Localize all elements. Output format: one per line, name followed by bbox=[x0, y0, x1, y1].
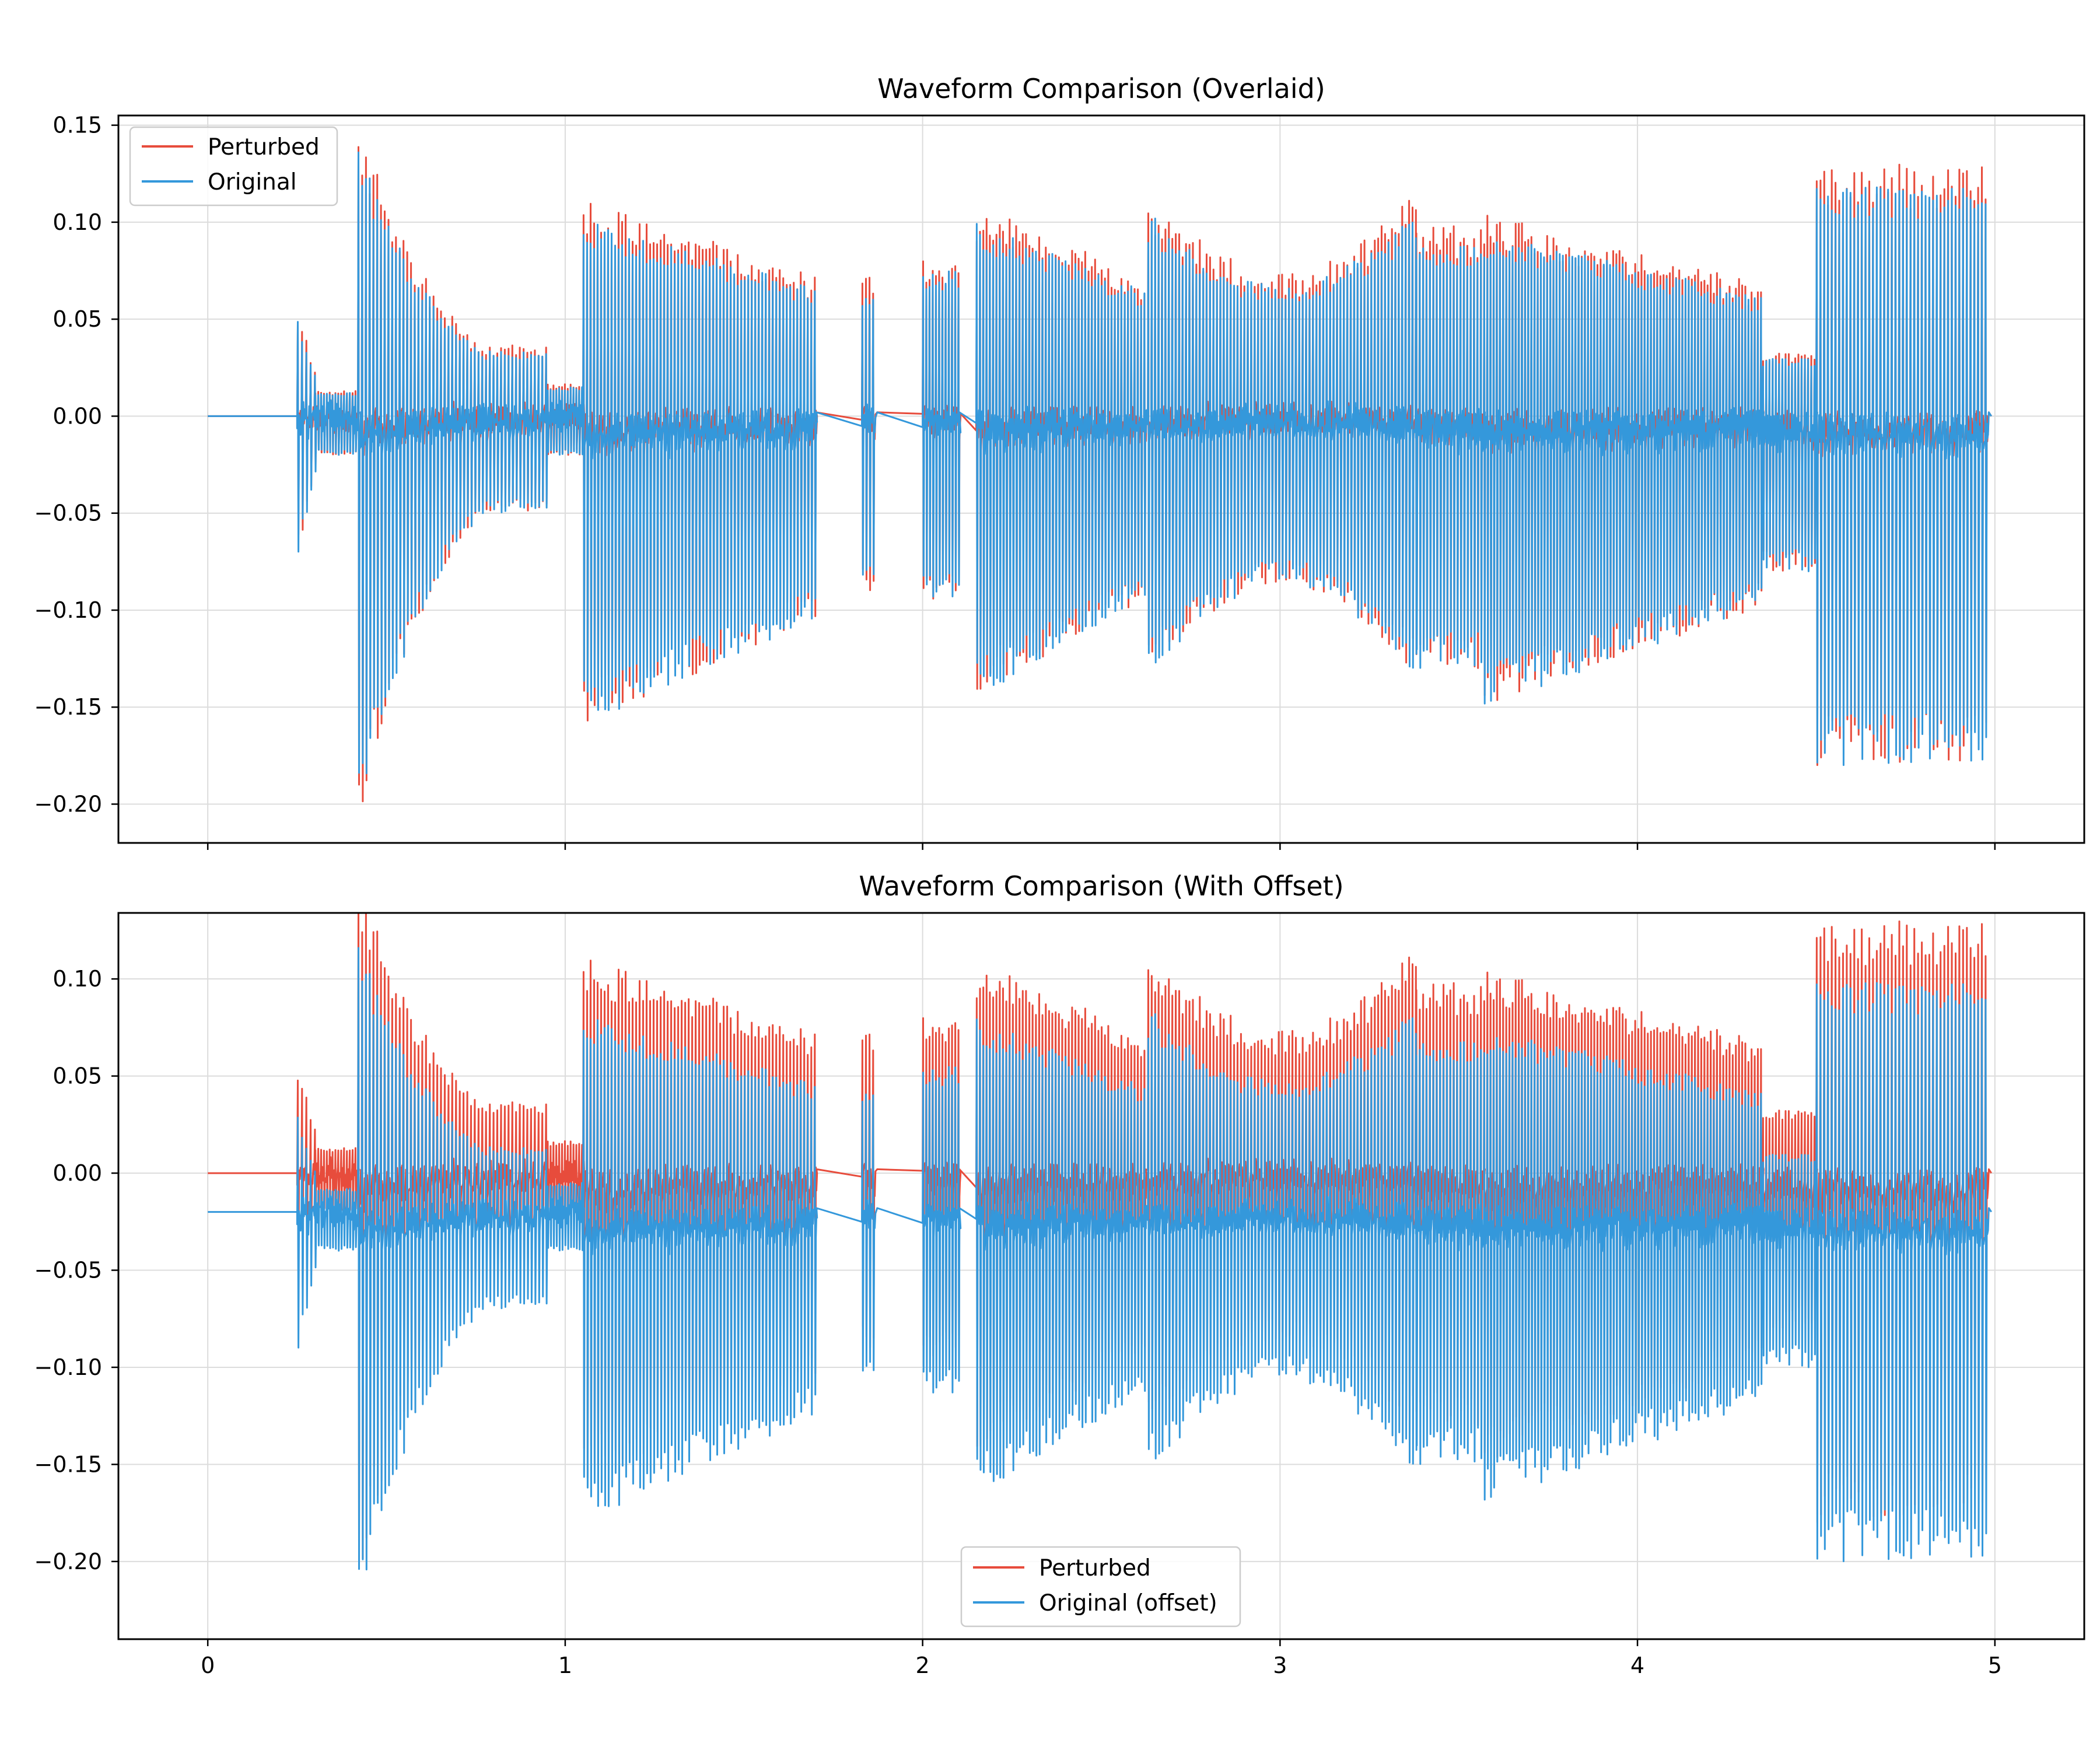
top-panel-frame bbox=[117, 114, 2085, 844]
y-tick-label: 0.15 bbox=[52, 113, 102, 138]
y-tick-label: 0.00 bbox=[52, 1160, 102, 1186]
top-panel-plot-area bbox=[208, 146, 1992, 803]
y-tick-label: −0.15 bbox=[34, 694, 102, 720]
y-tick-label: −0.20 bbox=[34, 791, 102, 817]
y-tick-label: 0.10 bbox=[52, 966, 102, 992]
bottom-panel-plot-area bbox=[208, 913, 1992, 1571]
top-panel-legend: Perturbed Original bbox=[129, 126, 338, 206]
bottom-panel-frame bbox=[117, 912, 2085, 1640]
y-tick-label: 0.10 bbox=[52, 209, 102, 235]
y-tick-label: −0.10 bbox=[34, 597, 102, 623]
x-tick-label: 5 bbox=[1988, 1653, 2002, 1678]
y-tick-label: −0.15 bbox=[34, 1451, 102, 1477]
bottom-legend-perturbed-label: Perturbed bbox=[1039, 1555, 1151, 1581]
top-legend-original-label: Original bbox=[208, 169, 297, 195]
bottom-legend-original-label: Original (offset) bbox=[1039, 1590, 1217, 1616]
x-tick-label: 2 bbox=[916, 1653, 930, 1678]
series-original-line bbox=[208, 947, 1992, 1571]
top-legend-perturbed-label: Perturbed bbox=[208, 134, 320, 160]
y-tick-label: 0.05 bbox=[52, 306, 102, 332]
top-panel-ticks: 0.15 0.10 0.05 0.00 −0.05 −0.10 −0.15 −0.20 bbox=[34, 113, 1996, 850]
y-tick-label: −0.05 bbox=[34, 1258, 102, 1283]
bottom-panel-title: Waveform Comparison (With Offset) bbox=[859, 870, 1343, 902]
top-panel: Waveform Comparison (Overlaid) 0.150.100… bbox=[34, 73, 2085, 850]
y-tick-label: 0.05 bbox=[52, 1063, 102, 1089]
x-tick-label: 3 bbox=[1273, 1653, 1287, 1678]
y-tick-label: −0.10 bbox=[34, 1354, 102, 1380]
y-tick-label: −0.05 bbox=[34, 501, 102, 526]
x-tick-label: 4 bbox=[1630, 1653, 1644, 1678]
bottom-legend-box bbox=[960, 1546, 1241, 1628]
series-original-line bbox=[208, 151, 1992, 775]
bottom-panel: Waveform Comparison (With Offset) 0 1 2 3 4 5… bbox=[34, 870, 2085, 1678]
y-tick-label: 0.00 bbox=[52, 403, 102, 429]
bottom-panel-legend: Perturbed Original (offset) bbox=[960, 1546, 1241, 1628]
series-perturbed-line bbox=[208, 913, 1992, 1560]
x-tick-label: 0 bbox=[201, 1653, 215, 1678]
bottom-panel-ticks: 0 1 2 3 4 5 0.10 0.05 0.00 −0.05 −0.10 −0.15 −0.20 bbox=[34, 966, 2002, 1678]
y-tick-label: −0.20 bbox=[34, 1549, 102, 1574]
top-panel-title: Waveform Comparison (Overlaid) bbox=[877, 73, 1325, 104]
x-tick-label: 1 bbox=[558, 1653, 572, 1678]
